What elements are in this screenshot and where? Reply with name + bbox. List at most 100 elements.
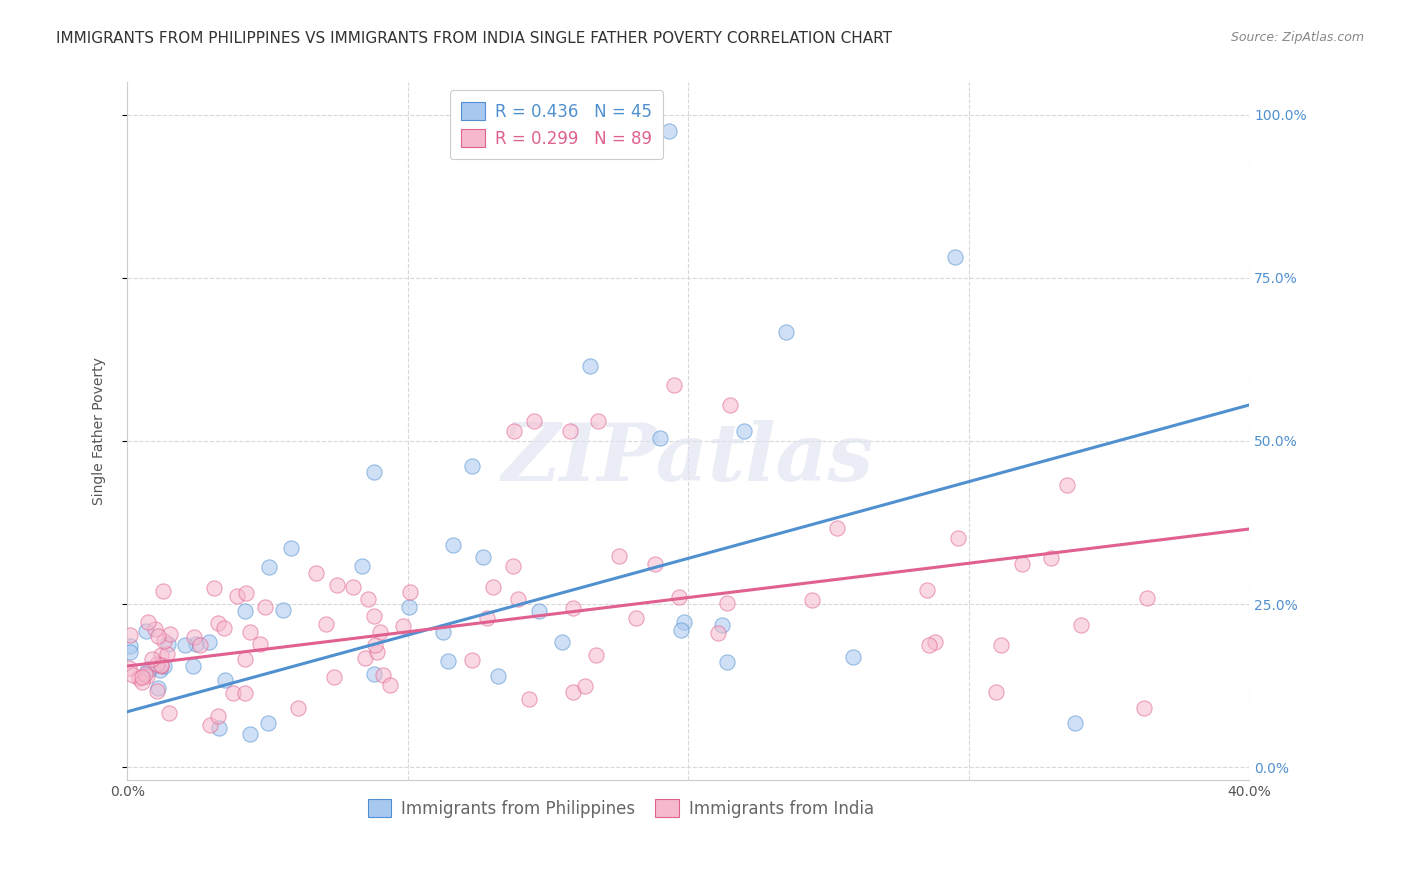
Point [1039, 550, 1062, 565]
Point [207, 708, 229, 723]
Point [131, 675, 153, 690]
Point [146, 684, 169, 698]
Point [918, 638, 941, 652]
Point [249, 637, 271, 651]
Legend: Immigrants from Philippines, Immigrants from India: Immigrants from Philippines, Immigrants … [361, 792, 880, 824]
Point [323, 670, 346, 684]
Point [120, 639, 142, 653]
Point [152, 584, 174, 599]
Point [588, 414, 610, 428]
Point [716, 596, 738, 610]
Point [233, 604, 256, 618]
Y-axis label: Single Father Poverty: Single Father Poverty [93, 357, 107, 505]
Point [141, 652, 163, 666]
Point [120, 645, 142, 659]
Point [159, 626, 181, 640]
Point [842, 649, 865, 664]
Point [305, 566, 328, 581]
Point [657, 124, 679, 138]
Point [716, 655, 738, 669]
Point [354, 650, 377, 665]
Point [326, 578, 349, 592]
Point [239, 625, 262, 640]
Point [718, 398, 741, 412]
Point [560, 424, 582, 438]
Point [707, 626, 730, 640]
Point [517, 691, 540, 706]
Point [156, 647, 179, 661]
Point [368, 625, 391, 640]
Point [1064, 715, 1087, 730]
Point [1056, 478, 1078, 492]
Point [671, 623, 693, 637]
Point [363, 465, 385, 479]
Point [198, 718, 221, 732]
Point [134, 666, 156, 681]
Point [157, 637, 180, 651]
Point [482, 580, 505, 594]
Point [135, 624, 157, 638]
Point [486, 669, 509, 683]
Point [233, 686, 256, 700]
Point [529, 604, 551, 618]
Point [801, 593, 824, 607]
Point [733, 424, 755, 438]
Point [825, 521, 848, 535]
Point [254, 600, 277, 615]
Point [917, 583, 939, 598]
Point [711, 618, 734, 632]
Point [441, 538, 464, 552]
Point [363, 609, 385, 624]
Point [357, 591, 380, 606]
Point [139, 662, 162, 676]
Point [149, 663, 172, 677]
Point [1133, 700, 1156, 714]
Point [128, 672, 150, 686]
Point [561, 685, 583, 699]
Point [239, 727, 262, 741]
Point [662, 378, 685, 392]
Point [399, 585, 422, 599]
Point [561, 600, 583, 615]
Point [257, 559, 280, 574]
Point [118, 661, 141, 675]
Point [136, 669, 159, 683]
Point [1011, 557, 1033, 571]
Point [174, 639, 197, 653]
Point [159, 706, 181, 720]
Point [461, 653, 484, 667]
Point [437, 654, 460, 668]
Point [257, 715, 280, 730]
Point [280, 541, 302, 556]
Point [184, 637, 207, 651]
Point [214, 621, 236, 635]
Point [149, 658, 172, 673]
Point [214, 673, 236, 688]
Point [432, 624, 454, 639]
Point [222, 686, 245, 700]
Point [188, 638, 211, 652]
Point [202, 582, 225, 596]
Point [352, 558, 374, 573]
Point [648, 431, 671, 445]
Point [990, 638, 1012, 652]
Point [523, 414, 546, 428]
Point [342, 580, 364, 594]
Point [551, 634, 574, 648]
Point [136, 662, 159, 676]
Point [475, 611, 498, 625]
Point [391, 619, 413, 633]
Point [207, 615, 229, 630]
Point [287, 700, 309, 714]
Point [146, 681, 169, 695]
Point [503, 424, 526, 438]
Point [644, 557, 666, 571]
Point [150, 657, 173, 672]
Point [120, 628, 142, 642]
Point [984, 684, 1007, 698]
Point [398, 599, 420, 614]
Point [373, 668, 395, 682]
Text: ZIPatlas: ZIPatlas [502, 420, 875, 498]
Point [364, 638, 387, 652]
Point [943, 250, 966, 264]
